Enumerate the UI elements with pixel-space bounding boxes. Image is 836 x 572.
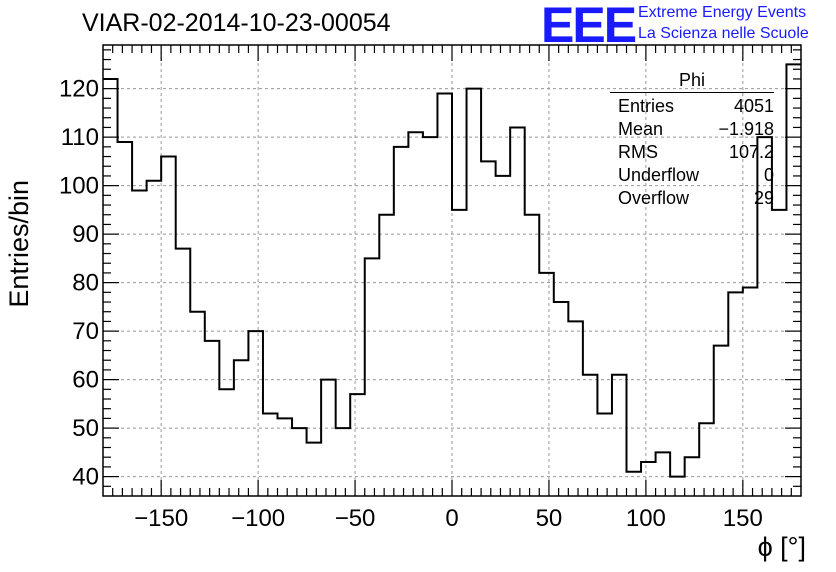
histogram-line — [103, 63, 801, 478]
x-tick-label: 100 — [626, 505, 666, 532]
stats-label: RMS — [618, 142, 658, 162]
x-tick-label: 0 — [445, 505, 458, 532]
stats-row-overflow: Overflow 29 — [610, 187, 774, 210]
y-tick-label: 50 — [72, 415, 99, 442]
y-tick-label: 40 — [72, 464, 99, 491]
y-tick-label: 70 — [72, 318, 99, 345]
stats-value: 107.2 — [728, 142, 774, 162]
stats-value: 0 — [763, 165, 774, 185]
stats-row-entries: Entries 4051 — [610, 95, 774, 118]
stats-title: Phi — [610, 70, 774, 93]
stats-value: −1.918 — [718, 119, 774, 139]
stats-row-mean: Mean −1.918 — [610, 118, 774, 141]
stats-row-rms: RMS 107.2 — [610, 141, 774, 164]
plot-title: VIAR-02-2014-10-23-00054 — [82, 9, 391, 37]
x-tick-label: −50 — [335, 505, 376, 532]
y-axis-label: Entries/bin — [4, 180, 34, 308]
y-tick-label: 110 — [61, 124, 99, 151]
x-tick-label: 150 — [723, 505, 763, 532]
x-tick-label: 50 — [536, 505, 563, 532]
x-tick-label: −100 — [231, 505, 285, 532]
y-tick-label: 60 — [72, 367, 99, 394]
stats-label: Overflow — [618, 188, 690, 208]
y-tick-label: 80 — [72, 270, 99, 297]
y-tick-label: 90 — [72, 221, 99, 248]
y-tick-labels: 40 50 60 70 80 90 100 110 120 — [59, 76, 99, 491]
stats-label: Mean — [618, 119, 664, 139]
axis-ticks — [103, 45, 801, 496]
stats-label: Entries — [618, 96, 675, 116]
x-tick-label: −150 — [134, 505, 188, 532]
x-tick-labels: −150 −100 −50 0 50 100 150 — [134, 505, 763, 532]
organization-name: Extreme Energy Events — [638, 4, 807, 21]
y-tick-label: 100 — [59, 173, 99, 200]
x-axis-label: ϕ [°] — [757, 532, 806, 562]
eee-logo: EEE — [541, 0, 637, 53]
stats-label: Underflow — [618, 165, 700, 185]
y-tick-label: 120 — [59, 76, 99, 103]
organization-subtitle: La Scienza nelle Scuole — [638, 25, 809, 42]
stats-box: Phi Entries 4051 Mean −1.918 RMS 107.2 U… — [610, 70, 774, 210]
stats-value: 29 — [753, 188, 774, 208]
stats-row-underflow: Underflow 0 — [610, 164, 774, 187]
stats-value: 4051 — [733, 96, 774, 116]
